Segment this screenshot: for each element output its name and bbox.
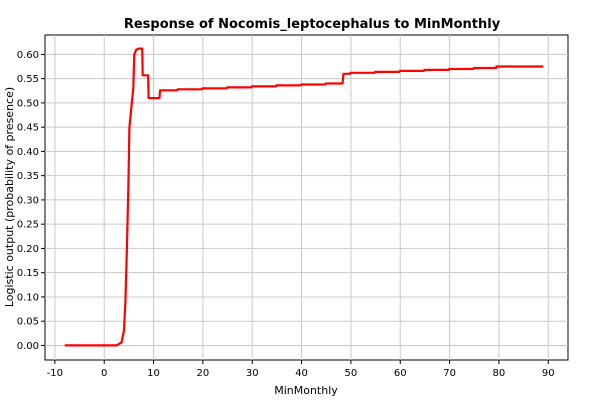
x-tick-label: 90 xyxy=(542,368,555,379)
y-tick-label: 0.10 xyxy=(17,292,39,303)
y-tick-label: 0.00 xyxy=(17,341,39,352)
y-tick-label: 0.40 xyxy=(17,147,39,158)
y-tick-label: 0.35 xyxy=(17,171,39,182)
y-tick-label: 0.45 xyxy=(17,123,39,134)
tick-labels: -10 0 10 20 30 40 50 60 70 80 90 0.00 0.05 0.10 0.15 0.… xyxy=(17,50,555,379)
response-line xyxy=(64,47,544,347)
series-layer xyxy=(64,47,544,347)
x-tick-label: 70 xyxy=(443,368,456,379)
x-tick-label: 0 xyxy=(101,368,107,379)
y-tick-label: 0.15 xyxy=(17,268,39,279)
x-tick-label: 50 xyxy=(345,368,358,379)
y-tick-label: 0.05 xyxy=(17,317,39,328)
chart-title: Response of Nocomis_leptocephalus to Min… xyxy=(124,17,501,32)
x-tick-label: 10 xyxy=(147,368,160,379)
y-tick-label: 0.60 xyxy=(17,50,39,61)
x-axis-label: MinMonthly xyxy=(274,384,338,397)
x-tick-label: 60 xyxy=(394,368,407,379)
x-tick-label: 20 xyxy=(197,368,210,379)
y-axis-label: Logistic output (probability of presence… xyxy=(3,87,16,307)
grid-lines xyxy=(45,35,568,360)
x-tick-label: -10 xyxy=(47,368,63,379)
x-tick-label: 80 xyxy=(493,368,506,379)
axis-ticks xyxy=(41,53,549,364)
y-tick-label: 0.30 xyxy=(17,195,39,206)
x-tick-label: 40 xyxy=(295,368,308,379)
y-tick-label: 0.25 xyxy=(17,220,39,231)
y-tick-label: 0.55 xyxy=(17,74,39,85)
y-tick-label: 0.20 xyxy=(17,244,39,255)
y-tick-label: 0.50 xyxy=(17,98,39,109)
x-tick-label: 30 xyxy=(246,368,259,379)
